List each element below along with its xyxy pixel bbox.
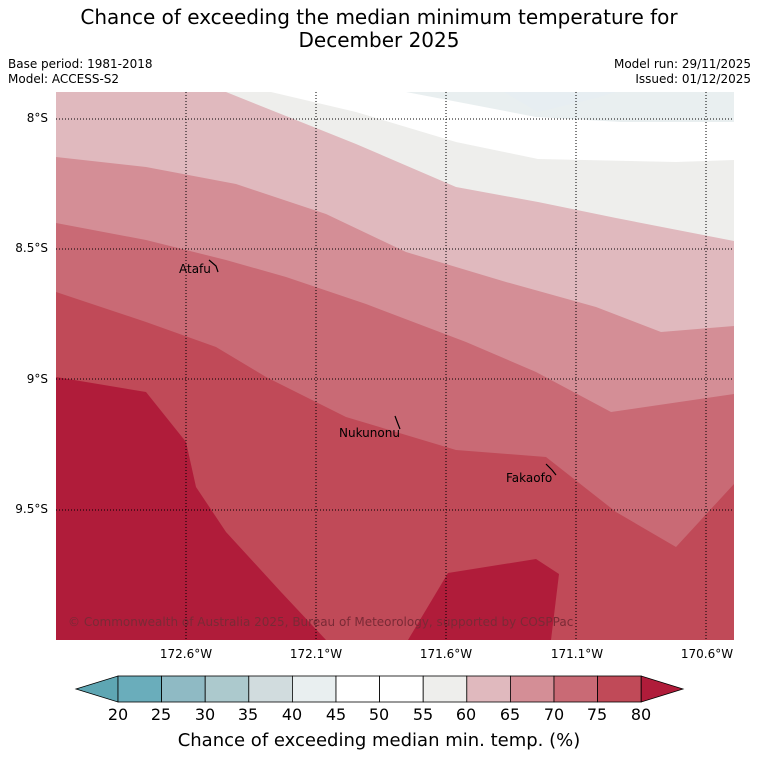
colorbar-bin-30 [204,675,250,703]
meta-left: Base period: 1981-2018 Model: ACCESS-S2 [8,57,153,87]
lon-label-172-1w: 172.1°W [289,647,343,661]
title-line-1: Chance of exceeding the median minimum t… [80,5,678,29]
colorbar-bin-65 [509,675,555,703]
title-line-2: December 2025 [298,28,460,52]
colorbar-bin-35 [248,675,293,703]
colorbar-bin-20 [117,675,162,703]
colorbar-tick-80: 80 [630,705,652,724]
colorbar-tick-70: 70 [543,705,565,724]
map-title: Chance of exceeding the median minimum t… [0,6,758,52]
band-above-80-south [408,559,559,640]
colorbar-tick-55: 55 [412,705,434,724]
lat-label-8-5s: 8.5°S [15,241,48,255]
band-above-80-west [56,377,326,640]
colorbar-tick-65: 65 [499,705,521,724]
colorbar-swatches [74,675,685,703]
lon-label-171-6w: 171.6°W [419,647,473,661]
colorbar-tick-35: 35 [237,705,259,724]
gridlines [56,92,734,640]
atafu-atoll-shape [208,259,219,273]
colorbar-bin-45 [335,675,380,703]
colorbar-bin-70 [553,675,598,703]
lon-label-171-1w: 171.1°W [550,647,604,661]
map-svg: Atafu Nukunonu Fakaofo © Commonwealth of… [56,92,734,640]
colorbar-tick-60: 60 [455,705,477,724]
model-name: Model: ACCESS-S2 [8,72,120,86]
copyright-text: © Commonwealth of Australia 2025, Bureau… [68,615,573,629]
colorbar-tick-40: 40 [281,705,303,724]
band-blue-patch [504,92,616,112]
colorbar-tick-20: 20 [107,705,129,724]
colorbar-tick-30: 30 [194,705,216,724]
fakaofo-atoll-shape [545,463,557,476]
meta-right: Model run: 29/11/2025 Issued: 01/12/2025 [614,57,751,87]
colorbar-tick-45: 45 [325,705,347,724]
town-fakaofo: Fakaofo [506,471,552,485]
colorbar-bin-25 [161,675,206,703]
colorbar-bin-60 [466,675,511,703]
colorbar-tick-25: 25 [150,705,172,724]
lat-label-8s: 8°S [26,111,48,125]
colorbar-bin-55 [422,675,468,703]
colorbar-tick-50: 50 [368,705,390,724]
probability-map: Atafu Nukunonu Fakaofo © Commonwealth of… [56,92,734,640]
town-nukunonu: Nukunonu [339,426,400,440]
colorbar-label: Chance of exceeding median min. temp. (%… [177,730,581,751]
colorbar-bin-50 [379,675,424,703]
colorbar-bin-75 [597,675,642,703]
town-atafu: Atafu [179,262,211,276]
nukunonu-atoll-shape [394,415,401,430]
base-period: Base period: 1981-2018 [8,57,153,71]
lon-label-172-6w: 172.6°W [159,647,213,661]
colorbar-bin-40 [291,675,337,703]
model-run: Model run: 29/11/2025 [613,57,751,71]
colorbar-extend-high [640,675,685,703]
issued-date: Issued: 01/12/2025 [635,72,751,86]
colorbar-tick-75: 75 [586,705,608,724]
colorbar-extend-low [74,675,119,703]
lat-label-9-5s: 9.5°S [15,502,48,516]
lat-label-9s: 9°S [26,372,48,386]
atolls [208,259,557,476]
lon-label-170-6w: 170.6°W [680,647,734,661]
colorbar [74,675,685,703]
